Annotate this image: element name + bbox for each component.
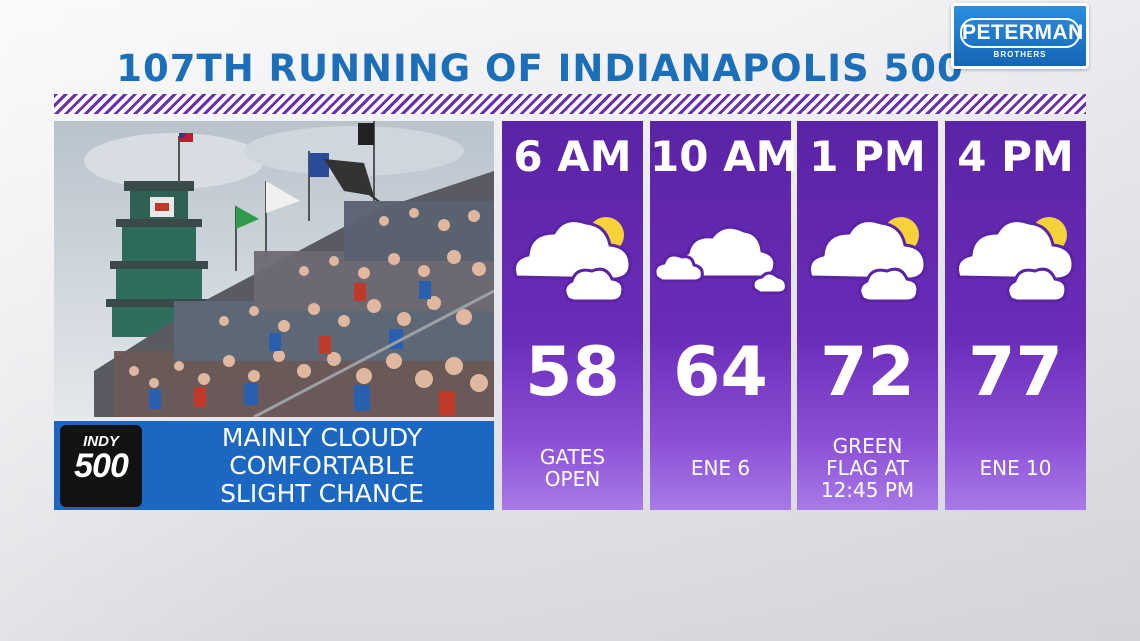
- forecast-time: 10 AM: [650, 132, 798, 181]
- forecast-note-line: 12:45 PM: [820, 478, 915, 502]
- forecast-column-10am: 10 AM 64 ENE 6: [650, 121, 798, 510]
- indy-500-logo: INDY 500: [60, 425, 142, 507]
- partly-cloudy-icon: [502, 207, 643, 307]
- forecast-temperature: 77: [968, 333, 1063, 412]
- striped-divider: [54, 94, 1086, 114]
- forecast-column-4pm: 4 PM 77 ENE 10: [945, 121, 1086, 510]
- indy-logo-number: 500: [74, 447, 129, 485]
- sponsor-name: PETERMAN: [960, 18, 1083, 48]
- forecast-temperature: 58: [525, 333, 620, 412]
- summary-line: MAINLY CLOUDY: [221, 423, 423, 452]
- forecast-temperature: 72: [820, 333, 915, 412]
- pagoda-tower: [106, 181, 212, 337]
- speedway-crowd-photo: [54, 121, 494, 417]
- partly-cloudy-icon: [945, 207, 1086, 307]
- forecast-note: ENE 10: [945, 426, 1086, 510]
- conditions-summary: INDY 500 MAINLY CLOUDY COMFORTABLE SLIGH…: [54, 421, 494, 510]
- forecast-note-line: ENE 6: [690, 456, 751, 480]
- partly-cloudy-icon: [797, 207, 938, 307]
- summary-line: COMFORTABLE: [229, 451, 415, 480]
- forecast-note-line: FLAG AT: [826, 456, 909, 480]
- sponsor-logo: PETERMAN BROTHERS: [951, 3, 1089, 69]
- indy-logo-text: INDY: [83, 433, 119, 450]
- forecast-temperature: 64: [673, 333, 768, 412]
- forecast-note-line: OPEN: [544, 467, 601, 491]
- summary-lines: MAINLY CLOUDY COMFORTABLE SLIGHT CHANCE: [152, 423, 492, 509]
- cloudy-icon: [650, 207, 791, 307]
- forecast-column-1pm: 1 PM 72 GREEN FLAG AT 12:45 PM: [797, 121, 938, 510]
- forecast-note: ENE 6: [650, 426, 791, 510]
- sponsor-subtitle: BROTHERS: [993, 50, 1047, 59]
- forecast-note: GATES OPEN: [502, 426, 643, 510]
- forecast-note-line: ENE 10: [979, 456, 1052, 480]
- forecast-time: 4 PM: [957, 132, 1074, 181]
- forecast-note-line: GREEN: [832, 434, 903, 458]
- summary-line: SLIGHT CHANCE: [220, 479, 424, 508]
- forecast-note: GREEN FLAG AT 12:45 PM: [797, 426, 938, 510]
- page-title: 107TH RUNNING OF INDIANAPOLIS 500: [116, 47, 964, 90]
- forecast-time: 6 AM: [513, 132, 632, 181]
- forecast-column-6am: 6 AM 58 GATES OPEN: [502, 121, 643, 510]
- forecast-time: 1 PM: [809, 132, 926, 181]
- forecast-note-line: GATES: [539, 445, 606, 469]
